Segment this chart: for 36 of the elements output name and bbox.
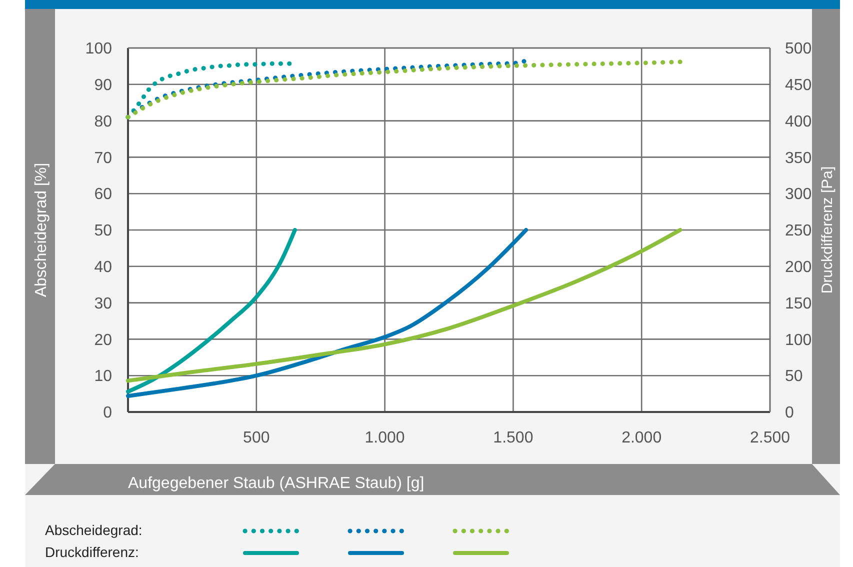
y2-axis-title: Druckdifferenz [Pa] xyxy=(819,166,836,294)
text: Abscheidegrad: xyxy=(45,522,142,538)
x-tick-label: 2.000 xyxy=(622,430,662,447)
y2-tick-label: 450 xyxy=(785,77,812,94)
y2-tick-label: 50 xyxy=(785,368,803,386)
y-tick-label: 0 xyxy=(103,404,112,422)
y-tick-label: 80 xyxy=(94,113,112,130)
y2-tick-label: 250 xyxy=(785,222,812,240)
y-tick-label: 40 xyxy=(94,259,112,276)
y-tick-label: 10 xyxy=(94,368,112,386)
x-tick-label: 2.500 xyxy=(750,430,790,447)
y-tick-label: 50 xyxy=(94,222,112,240)
y-tick-label: 70 xyxy=(94,150,112,167)
y-tick-label: 100 xyxy=(85,40,112,58)
x-tick-label: 1.500 xyxy=(493,430,534,447)
y2-tick-label: 100 xyxy=(785,332,812,349)
line-series xyxy=(126,228,528,398)
y-axis-title: Abscheidegrad [%] xyxy=(33,162,50,298)
x-tick-label: 1.000 xyxy=(364,430,405,447)
y2-tick-label: 500 xyxy=(785,40,812,58)
y-tick-label: 90 xyxy=(94,77,112,94)
line-series xyxy=(126,228,682,383)
y-tick-label: 60 xyxy=(94,186,112,204)
text: Druckdifferenz: xyxy=(45,544,139,560)
y-tick-label: 30 xyxy=(94,295,112,312)
y-tick-label: 20 xyxy=(94,332,112,349)
y2-tick-label: 0 xyxy=(785,404,794,422)
y2-tick-label: 200 xyxy=(785,259,812,276)
y2-tick-label: 400 xyxy=(785,113,812,130)
x-axis-title: Aufgegebener Staub (ASHRAE Staub) [g] xyxy=(128,475,424,492)
y2-tick-label: 350 xyxy=(785,150,812,167)
line-series xyxy=(126,228,297,394)
y2-tick-label: 150 xyxy=(785,295,812,312)
x-tick-label: 500 xyxy=(243,430,270,447)
y2-tick-label: 300 xyxy=(785,186,812,204)
line-series xyxy=(126,60,682,120)
